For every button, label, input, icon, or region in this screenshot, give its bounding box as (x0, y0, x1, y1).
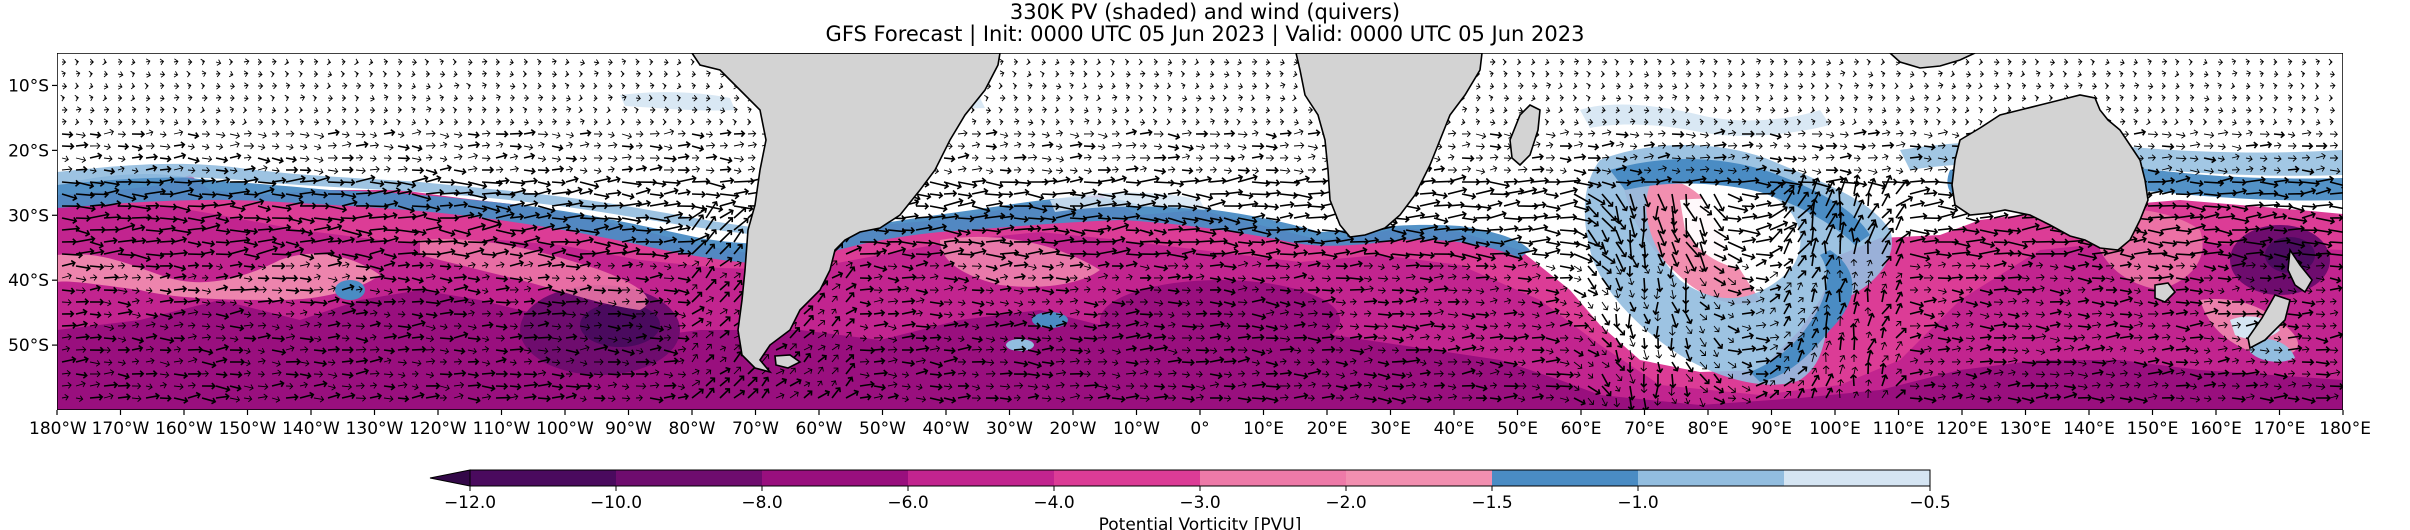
africa-land (1295, 53, 1483, 238)
lon-tick-label: 180°W (29, 419, 87, 439)
colorbar-tick-label: −8.0 (741, 493, 782, 513)
lon-tick-label: 50°E (1497, 419, 1538, 439)
lat-tick-label: 20°S (8, 141, 49, 161)
lon-tick-label: 50°W (859, 419, 906, 439)
lon-tick-label: 90°W (605, 419, 652, 439)
colorbar-segment (908, 470, 1055, 486)
map-plot-area (57, 53, 2343, 410)
colorbar-segment (762, 470, 909, 486)
lon-tick-label: 60°E (1561, 419, 1602, 439)
colorbar: −12.0 −10.0 −8.0 −6.0 −4.0 −3.0 −2.0 −1.5 −1.0 −0… (429, 469, 1951, 513)
colorbar-segment (616, 470, 763, 486)
map-title: 330K PV (shaded) and wind (quivers) (1009, 0, 1401, 24)
lon-tick-label: 110°W (473, 419, 531, 439)
colorbar-tick-label: −4.0 (1033, 493, 1074, 513)
colorbar-tick-label: −0.5 (1909, 493, 1950, 513)
lon-tick-label: 40°W (923, 419, 970, 439)
tierra-del-fuego (774, 354, 802, 369)
lon-tick-label: 10°E (1243, 419, 1284, 439)
colorbar-tick-label: −10.0 (590, 493, 642, 513)
lon-tick-label: 170°E (2254, 419, 2306, 439)
lon-tick-label: 130°W (346, 419, 404, 439)
colorbar-tick-label: −6.0 (887, 493, 928, 513)
colorbar-label: Potential Vorticity [PVU] (1099, 515, 1302, 530)
lon-tick-label: 160°E (2190, 419, 2242, 439)
lon-tick-label: 120°E (1936, 419, 1988, 439)
tasmania-land (2154, 282, 2177, 303)
lon-tick-label: 10°W (1113, 419, 1160, 439)
lon-tick-label: 70°W (732, 419, 779, 439)
colorbar-tick-label: −12.0 (444, 493, 496, 513)
lon-tick-label: 120°W (409, 419, 467, 439)
colorbar-tick-label: −3.0 (1179, 493, 1220, 513)
lat-tick-label: 40°S (8, 271, 49, 291)
lat-tick-label: 10°S (8, 76, 49, 96)
australia-land (1951, 94, 2149, 251)
colorbar-segment (1054, 470, 1201, 486)
lon-tick-label: 160°W (155, 419, 213, 439)
lon-tick-label: 140°E (2063, 419, 2115, 439)
lon-tick-label: 150°W (219, 419, 277, 439)
colorbar-extend-arrow (429, 469, 471, 487)
colorbar-tick-label: −2.0 (1325, 493, 1366, 513)
lon-tick-label: 30°W (986, 419, 1033, 439)
lat-tick-label: 50°S (8, 336, 49, 356)
colorbar-segment (470, 470, 617, 486)
south-america-land (691, 53, 1001, 374)
lon-tick-label: 90°E (1751, 419, 1792, 439)
lon-tick-label: 130°E (2000, 419, 2052, 439)
colorbar-segment (1638, 470, 1785, 486)
lon-tick-label: 30°E (1370, 419, 1411, 439)
new-zealand-north (2287, 247, 2313, 294)
lon-tick-label: 60°W (796, 419, 843, 439)
lon-tick-label: 0° (1190, 419, 1209, 439)
lon-tick-label: 150°E (2127, 419, 2179, 439)
map-subtitle: GFS Forecast | Init: 0000 UTC 05 Jun 202… (825, 22, 1585, 46)
colorbar-segment (1346, 470, 1493, 486)
colorbar-segment (1492, 470, 1639, 486)
longitude-ticks: 180°W 170°W 160°W 150°W 140°W 130°W 120°W 110°W… (29, 410, 2371, 439)
colorbar-tick-label: −1.5 (1471, 493, 1512, 513)
lon-tick-label: 80°E (1688, 419, 1729, 439)
colorbar-segment (1200, 470, 1347, 486)
colorbar-tick-label: −1.0 (1617, 493, 1658, 513)
lon-tick-label: 70°E (1624, 419, 1665, 439)
colorbar-segment (1784, 470, 1931, 486)
lat-tick-label: 30°S (8, 206, 49, 226)
lon-tick-label: 80°W (669, 419, 716, 439)
new-guinea-land (1888, 53, 1976, 69)
madagascar-land (1509, 104, 1541, 167)
lon-tick-label: 100°W (536, 419, 594, 439)
lon-tick-label: 170°W (92, 419, 150, 439)
land-masses (691, 53, 2313, 374)
lon-tick-label: 100°E (1809, 419, 1861, 439)
lon-tick-label: 20°E (1307, 419, 1348, 439)
lon-tick-label: 140°W (282, 419, 340, 439)
lon-tick-label: 180°E (2319, 419, 2371, 439)
lon-tick-label: 20°W (1050, 419, 1097, 439)
latitude-ticks: 10°S 20°S 30°S 40°S 50°S (8, 76, 57, 356)
new-zealand-south (2247, 294, 2291, 350)
lon-tick-label: 40°E (1434, 419, 1475, 439)
lon-tick-label: 110°E (1873, 419, 1925, 439)
